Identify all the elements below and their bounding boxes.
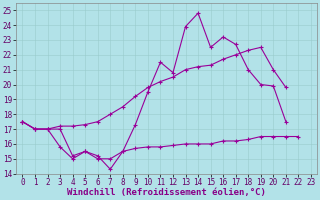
X-axis label: Windchill (Refroidissement éolien,°C): Windchill (Refroidissement éolien,°C) <box>67 188 266 197</box>
